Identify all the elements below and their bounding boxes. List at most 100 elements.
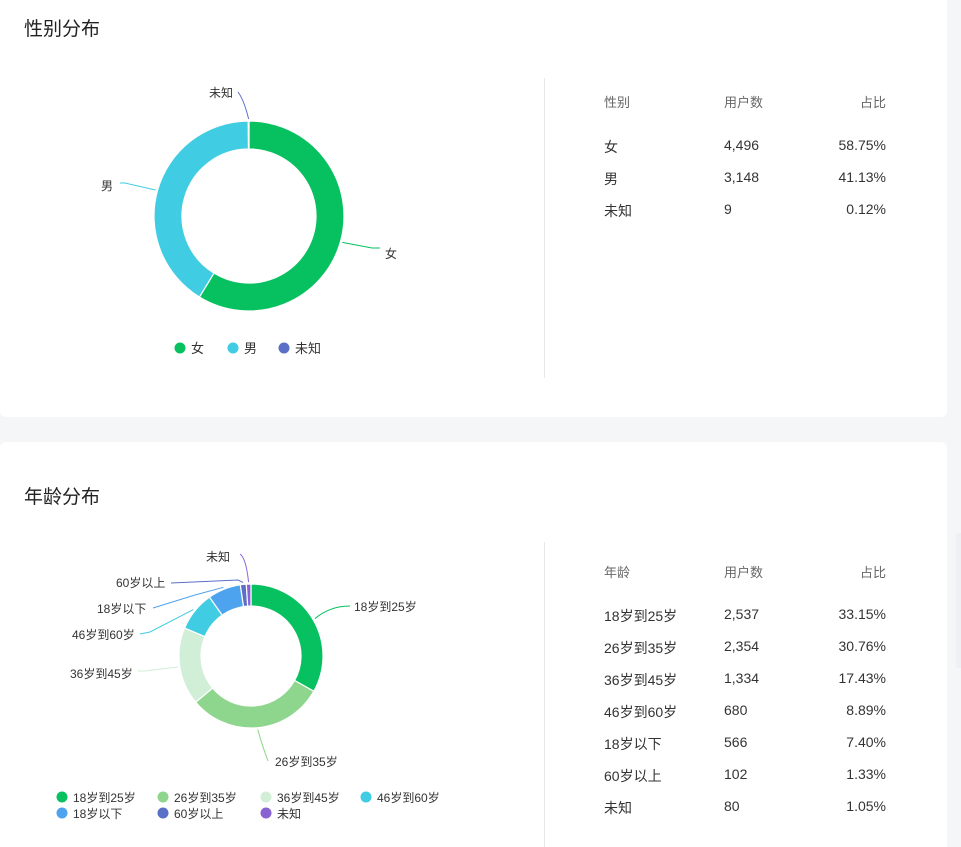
row-label: 未知 <box>604 203 632 219</box>
legend-swatch <box>278 342 290 354</box>
gender-divider <box>544 78 545 378</box>
legend-label: 36岁到45岁 <box>277 790 340 805</box>
table-row: 46岁到60岁 680 8.89% <box>604 702 886 734</box>
legend-label: 46岁到60岁 <box>377 790 440 805</box>
legend-label: 未知 <box>295 341 321 356</box>
row-percent: 1.33% <box>846 766 886 782</box>
legend-item[interactable]: 46岁到60岁 <box>360 790 440 805</box>
legend-item[interactable]: 36岁到45岁 <box>260 790 340 805</box>
row-count: 1,334 <box>724 670 760 686</box>
gender-table: 性别 用户数 占比女 4,496 58.75% 男 3,148 41.13% 未知 9 0.12% <box>604 92 886 233</box>
gender-title: 性别分布 <box>24 19 101 40</box>
slice-label: 18岁以下 <box>97 601 146 616</box>
legend-swatch <box>227 342 239 354</box>
slice-label: 26岁到35岁 <box>275 754 338 769</box>
column-header: 性别 <box>604 95 631 110</box>
leader-line <box>239 553 250 583</box>
legend-item[interactable]: 60岁以上 <box>157 806 224 821</box>
donut-slice[interactable] <box>250 583 324 693</box>
legend-swatch <box>56 807 68 819</box>
row-percent: 17.43% <box>838 670 886 686</box>
column-header: 用户数 <box>724 95 764 110</box>
table-header: 年龄 用户数 占比 <box>604 562 886 606</box>
row-label: 26岁到35岁 <box>604 640 678 656</box>
row-label: 36岁到45岁 <box>604 672 678 688</box>
table-row: 女 4,496 58.75% <box>604 137 886 169</box>
donut-slice[interactable] <box>245 583 252 607</box>
row-count: 2,354 <box>724 638 760 654</box>
row-percent: 1.05% <box>846 798 886 814</box>
legend-item[interactable]: 女 <box>174 341 205 356</box>
leader-line <box>342 241 380 249</box>
row-count: 2,537 <box>724 606 760 622</box>
row-percent: 41.13% <box>838 169 886 185</box>
row-label: 60岁以上 <box>604 768 662 784</box>
slice-label: 未知 <box>206 550 230 564</box>
row-percent: 30.76% <box>838 638 886 654</box>
table-row: 18岁以下 566 7.40% <box>604 734 886 766</box>
donut-slice[interactable] <box>198 120 345 312</box>
table-row: 未知 80 1.05% <box>604 798 886 830</box>
donut-slice[interactable] <box>194 679 315 729</box>
row-label: 18岁以下 <box>604 736 662 752</box>
row-percent: 8.89% <box>846 702 886 718</box>
row-count: 3,148 <box>724 169 760 185</box>
donut-slice[interactable] <box>247 120 250 150</box>
age-donut-chart: 18岁到25岁26岁到35岁36岁到45岁46岁到60岁18岁以下60岁以上未知… <box>56 550 440 821</box>
donut-slice[interactable] <box>178 627 214 704</box>
column-header: 占比 <box>859 95 886 110</box>
column-header: 年龄 <box>604 565 631 580</box>
row-label: 18岁到25岁 <box>604 608 678 624</box>
table-row: 18岁到25岁 2,537 33.15% <box>604 606 886 638</box>
age-card: 年龄分布 年龄 用户数 占比 18岁到25岁 2,537 33.15% 26岁到35岁 2,3… <box>0 442 947 847</box>
row-label: 女 <box>604 139 618 155</box>
slice-label: 36岁到45岁 <box>70 666 133 681</box>
legend-label: 60岁以上 <box>174 806 223 821</box>
row-count: 80 <box>724 798 740 814</box>
leader-line <box>257 729 269 762</box>
row-count: 102 <box>724 766 748 782</box>
row-percent: 7.40% <box>846 734 886 750</box>
leader-line <box>152 586 224 609</box>
table-row: 未知 9 0.12% <box>604 201 886 233</box>
leader-line <box>314 605 351 620</box>
slice-label: 46岁到60岁 <box>72 627 135 642</box>
donut-slice[interactable] <box>153 120 250 298</box>
scroll-handle[interactable] <box>956 533 961 668</box>
age-divider <box>544 542 545 847</box>
legend-swatch <box>174 342 186 354</box>
leader-line <box>237 91 250 120</box>
legend-item[interactable]: 未知 <box>278 341 322 356</box>
legend-swatch <box>56 791 68 803</box>
legend-label: 26岁到35岁 <box>174 790 237 805</box>
row-count: 4,496 <box>724 137 760 153</box>
legend-label: 未知 <box>277 807 301 821</box>
legend-item[interactable]: 18岁以下 <box>56 806 123 821</box>
age-title: 年龄分布 <box>24 487 101 508</box>
legend-item[interactable]: 26岁到35岁 <box>157 790 237 805</box>
leader-line <box>139 609 194 635</box>
legend-label: 18岁到25岁 <box>73 790 136 805</box>
row-label: 男 <box>604 171 618 187</box>
row-label: 46岁到60岁 <box>604 704 678 720</box>
table-row: 26岁到35岁 2,354 30.76% <box>604 638 886 670</box>
legend-label: 男 <box>244 341 257 356</box>
slice-label: 女 <box>385 246 397 261</box>
gender-donut-chart: 女男未知女男未知 <box>101 86 397 356</box>
row-percent: 0.12% <box>846 201 886 217</box>
leader-line <box>170 579 244 584</box>
slice-label: 18岁到25岁 <box>354 599 417 614</box>
legend-swatch <box>360 791 372 803</box>
column-header: 用户数 <box>724 565 764 580</box>
table-header: 性别 用户数 占比 <box>604 92 886 137</box>
legend-item[interactable]: 未知 <box>260 807 302 821</box>
legend-item[interactable]: 18岁到25岁 <box>56 790 136 805</box>
row-count: 680 <box>724 702 748 718</box>
slice-label: 60岁以上 <box>116 575 165 590</box>
table-row: 男 3,148 41.13% <box>604 169 886 201</box>
table-row: 60岁以上 102 1.33% <box>604 766 886 798</box>
leader-line <box>120 182 156 191</box>
legend-item[interactable]: 男 <box>227 341 258 356</box>
row-count: 566 <box>724 734 748 750</box>
row-label: 未知 <box>604 800 632 816</box>
